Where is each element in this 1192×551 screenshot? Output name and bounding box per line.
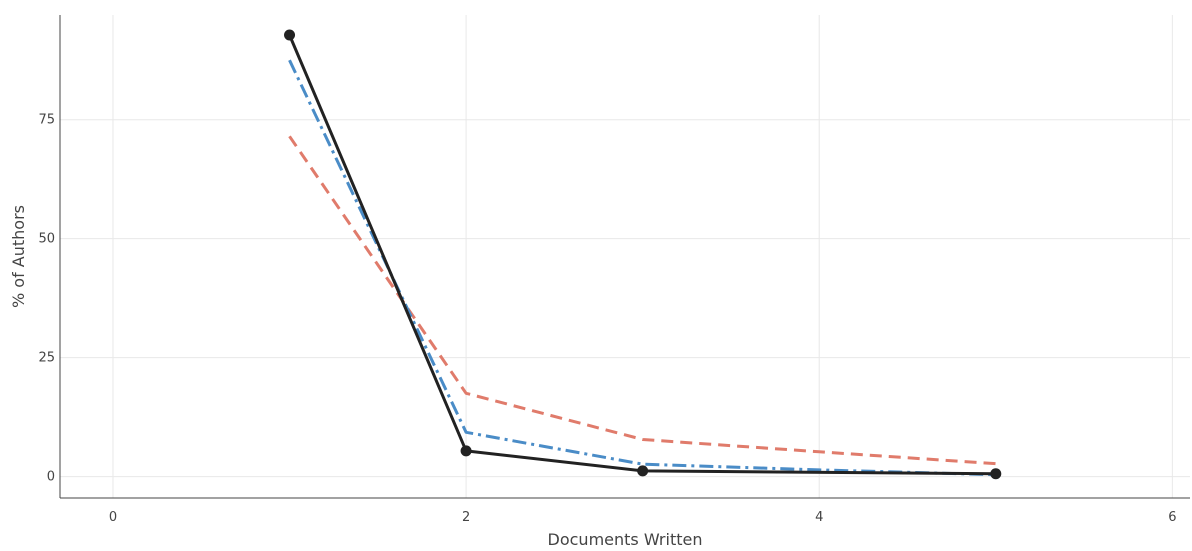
y-axis-title: % of Authors [9,205,28,308]
y-tick-label-1: 25 [38,351,55,366]
x-tick-label-3: 6 [1168,510,1176,525]
x-tick-label-1: 2 [462,510,470,525]
series-point-2-3[interactable] [990,468,1001,479]
axes [60,15,1190,498]
x-tick-label-0: 0 [109,510,117,525]
x-tick-label-2: 4 [815,510,823,525]
y-tick-label-2: 50 [38,232,55,247]
series-point-2-0[interactable] [284,29,295,40]
series-line-solid [290,35,996,474]
series-line-dashdot [290,60,996,475]
x-axis-title: Documents Written [548,530,703,549]
series-point-2-1[interactable] [461,445,472,456]
series-line-dashed [290,136,996,463]
series-layer [284,29,1001,479]
y-tick-label-3: 75 [38,113,55,128]
grid [60,15,1190,498]
tick-labels: 0 2 4 6 0 25 50 75 [38,113,1176,525]
series-point-2-2[interactable] [637,465,648,476]
y-tick-label-0: 0 [47,470,55,485]
